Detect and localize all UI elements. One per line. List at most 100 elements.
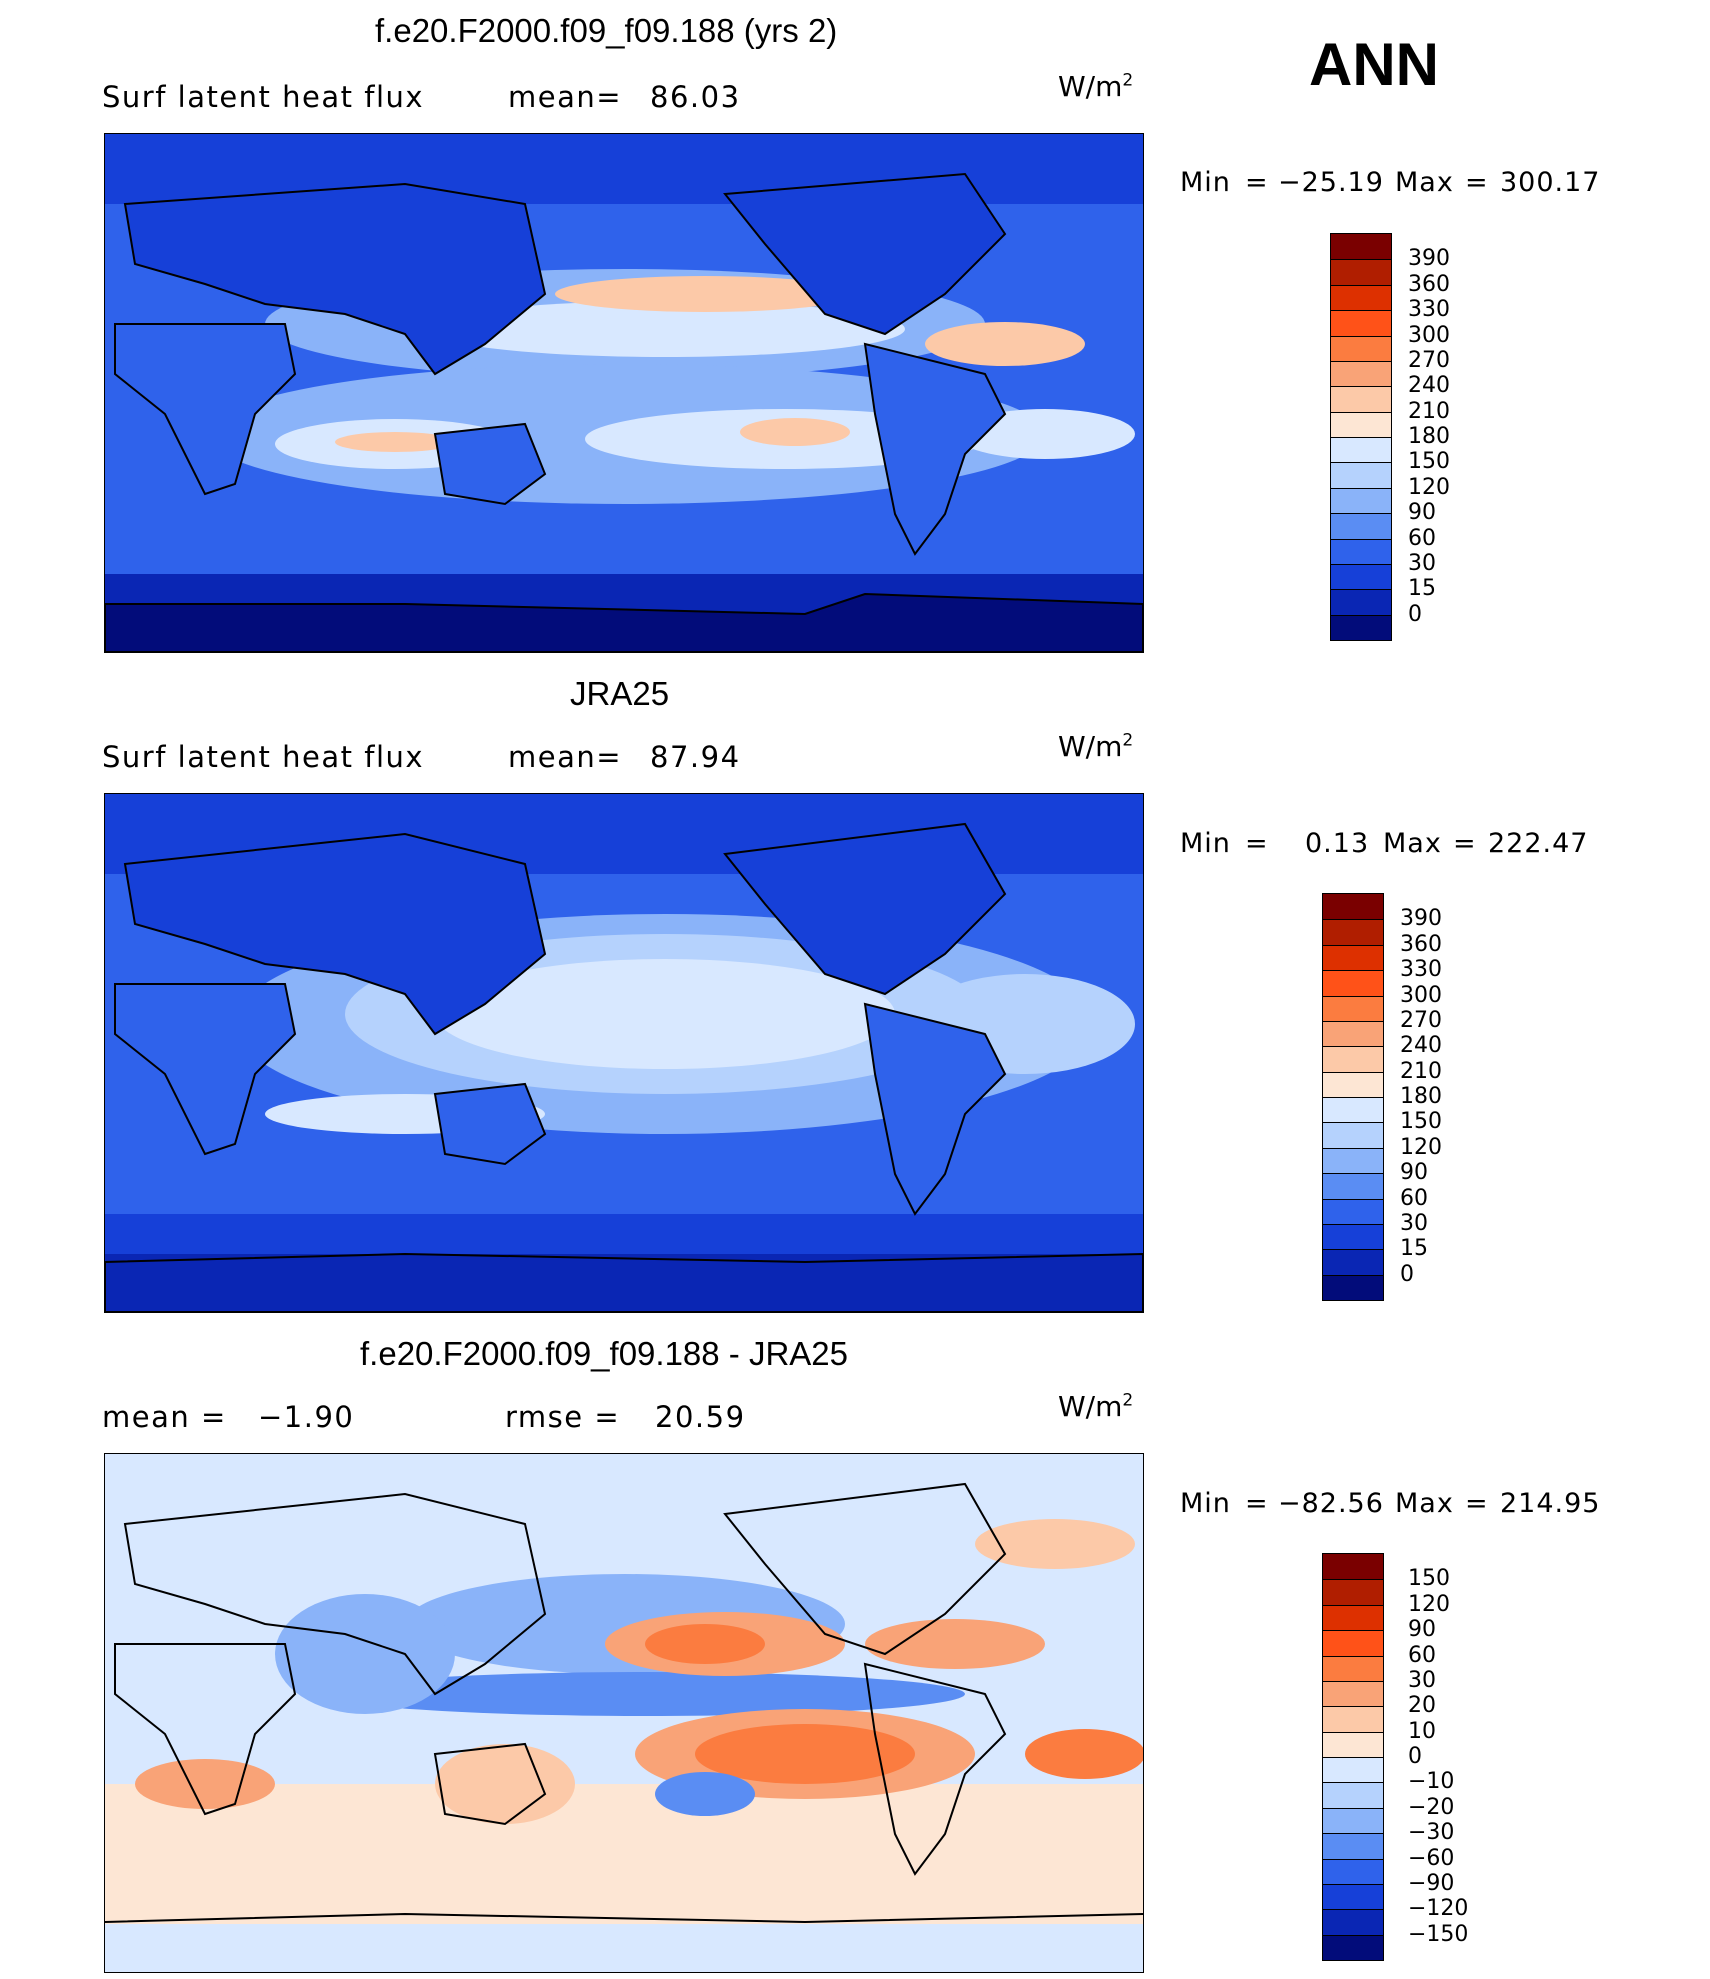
panel3-colorbar-segment [1323, 1731, 1383, 1757]
panel1-colorbar-tick-label: 180 [1408, 424, 1450, 449]
panel3-mean-value: −1.90 [258, 1400, 355, 1434]
panel1-colorbar-tick-label: 0 [1408, 601, 1422, 627]
panel1-colorbar-tick-label: 360 [1408, 271, 1450, 297]
panel2-colorbar-segment [1323, 970, 1383, 996]
panel1-colorbar-segment [1331, 437, 1391, 463]
panel3-colorbar-tick-label: −20 [1408, 1794, 1455, 1820]
panel1-eq2: = [1465, 167, 1489, 198]
panel1-colorbar-segment [1331, 234, 1391, 260]
panel2-min-label: Min [1180, 828, 1231, 859]
panel2-title: JRA25 [570, 675, 670, 712]
panel1-colorbar-segment [1331, 538, 1391, 564]
panel2-units-base: W/m [1058, 730, 1123, 763]
panel2-map [104, 793, 1144, 1313]
panel2-colorbar [1322, 893, 1384, 1301]
panel1-mean-label: mean= [508, 80, 623, 114]
panel2-colorbar-tick-label: 60 [1400, 1185, 1428, 1211]
panel3-colorbar-tick-label: −60 [1408, 1845, 1455, 1871]
panel3-colorbar-box [1322, 1553, 1384, 1961]
panel3-eq1: = [1245, 1488, 1269, 1519]
panel1-map [104, 133, 1144, 653]
panel3-colorbar-tick-label: −120 [1408, 1896, 1469, 1922]
panel2-colorbar-segment [1323, 1173, 1383, 1199]
panel2-units-exp: 2 [1122, 730, 1134, 751]
panel3-colorbar-tick-label: −10 [1408, 1769, 1455, 1795]
panel2-colorbar-tick-label: 150 [1400, 1109, 1442, 1135]
panel3-max-value: 214.95 [1500, 1488, 1601, 1519]
panel3-colorbar-segment [1323, 1883, 1383, 1910]
panel3-colorbar-segment [1323, 1554, 1383, 1580]
panel1-colorbar-segment [1331, 563, 1391, 590]
panel2-colorbar-segment [1323, 1223, 1383, 1250]
panel3-colorbar-tick-label: 90 [1408, 1617, 1436, 1643]
panel1-mean-value: 86.03 [650, 80, 741, 114]
panel2-colorbar-tick-label: 120 [1400, 1134, 1442, 1160]
panel2-colorbar-tick-label: 300 [1400, 982, 1442, 1008]
panel3-colorbar-segment [1323, 1655, 1383, 1681]
panel2-colorbar-tick-label: 15 [1400, 1236, 1428, 1262]
panel2-colorbar-box [1322, 893, 1384, 1301]
panel1-colorbar-tick-label: 30 [1408, 550, 1436, 576]
panel1-colorbar-tick-label: 210 [1408, 398, 1450, 424]
panel2-colorbar-tick-label: 270 [1400, 1007, 1442, 1033]
panel2-colorbar-segment [1323, 1020, 1383, 1047]
panel3-min-label: Min [1180, 1488, 1231, 1519]
panel1-colorbar-segment [1331, 513, 1391, 539]
panel1-colorbar-tick-label: 390 [1408, 246, 1450, 272]
panel1-colorbar [1330, 233, 1392, 641]
panel1-units-base: W/m [1058, 70, 1123, 103]
panel1-colorbar-tick-label: 150 [1408, 449, 1450, 475]
panel3-colorbar-segment [1323, 1680, 1383, 1707]
panel2-colorbar-segment [1323, 1046, 1383, 1072]
panel3-rmse-value: 20.59 [655, 1400, 746, 1434]
panel1-units-exp: 2 [1122, 70, 1134, 91]
panel2-colorbar-tick-label: 390 [1400, 906, 1442, 932]
panel2-mean-label: mean= [508, 740, 623, 774]
panel2-colorbar-segment [1323, 1198, 1383, 1224]
panel3-colorbar-tick-label: 0 [1408, 1744, 1422, 1769]
panel3-title: f.e20.F2000.f09_f09.188 - JRA25 [360, 1335, 849, 1372]
panel3-colorbar-tick-label: −90 [1408, 1870, 1455, 1896]
panel2-variable-label: Surf latent heat flux [102, 740, 425, 774]
panel3-units-base: W/m [1058, 1390, 1123, 1423]
panel3-min-value: −82.56 [1278, 1488, 1384, 1519]
panel2-colorbar-tick-label: 180 [1400, 1084, 1442, 1109]
panel1-colorbar-segment [1331, 360, 1391, 387]
panel3-colorbar-segment [1323, 1807, 1383, 1834]
panel2-units: W/m2 [1058, 730, 1133, 763]
panel1-colorbar-tick-label: 90 [1408, 500, 1436, 526]
panel1-colorbar-tick-label: 270 [1408, 347, 1450, 373]
panel1-colorbar-box [1330, 233, 1392, 641]
panel3-colorbar-tick-label: 150 [1408, 1566, 1450, 1592]
panel3-colorbar-segment [1323, 1579, 1383, 1605]
panel1-eq1: = [1245, 167, 1269, 198]
panel2-colorbar-segment [1323, 919, 1383, 945]
panel3-colorbar-tick-label: 30 [1408, 1667, 1436, 1693]
panel3-colorbar-segment [1323, 1604, 1383, 1631]
panel3-colorbar-segment [1323, 1934, 1383, 1960]
panel3-colorbar-tick-label: 20 [1408, 1693, 1436, 1719]
panel1-colorbar-tick-label: 330 [1408, 297, 1450, 323]
panel3-max-label: Max [1395, 1488, 1454, 1519]
panel1-colorbar-tick-label: 300 [1408, 322, 1450, 348]
panel2-eq1: = [1245, 828, 1269, 859]
panel2-colorbar-tick-label: 0 [1400, 1261, 1414, 1287]
panel3-colorbar-tick-label: 120 [1408, 1591, 1450, 1617]
panel1-colorbar-segment [1331, 335, 1391, 361]
panel2-colorbar-tick-label: 210 [1400, 1058, 1442, 1084]
panel3-colorbar-segment [1323, 1706, 1383, 1732]
panel2-colorbar-segment [1323, 995, 1383, 1021]
panel1-colorbar-segment [1331, 589, 1391, 615]
panel2-max-value: 222.47 [1488, 828, 1589, 859]
panel1-max-value: 300.17 [1500, 167, 1601, 198]
panel2-colorbar-segment [1323, 1274, 1383, 1300]
panel1-colorbar-segment [1331, 614, 1391, 640]
panel3-rmse-label: rmse = [505, 1400, 621, 1434]
panel2-colorbar-segment [1323, 1147, 1383, 1174]
panel2-colorbar-segment [1323, 1249, 1383, 1275]
panel1-min-label: Min [1180, 167, 1231, 198]
panel3-colorbar-tick-label: 10 [1408, 1718, 1436, 1744]
panel3-colorbar-segment [1323, 1630, 1383, 1656]
panel2-colorbar-tick-label: 360 [1400, 931, 1442, 957]
panel2-colorbar-tick-label: 330 [1400, 957, 1442, 983]
